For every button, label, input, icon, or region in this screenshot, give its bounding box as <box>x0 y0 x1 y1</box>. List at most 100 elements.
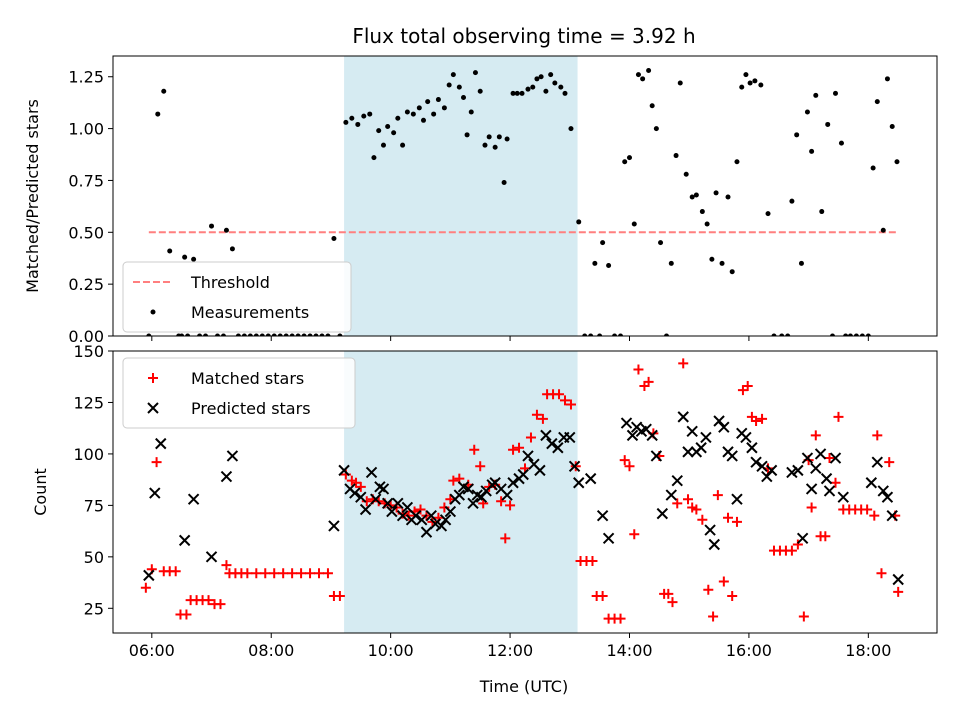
data-point-predicted-stars <box>765 464 778 477</box>
data-point-predicted-stars <box>892 573 904 586</box>
data-point-measurements <box>420 117 426 123</box>
data-point-predicted-stars <box>568 460 581 472</box>
data-point-predicted-stars <box>226 450 239 462</box>
data-point-predicted-stars <box>386 505 398 518</box>
data-point-measurements <box>794 132 800 138</box>
data-point-measurements <box>838 140 844 146</box>
data-point-matched-stars <box>869 510 880 521</box>
data-point-measurements <box>214 333 220 336</box>
data-point-matched-stars <box>872 430 883 441</box>
data-point-predicted-stars <box>205 551 218 563</box>
data-point-matched-stars <box>597 590 608 601</box>
data-point-measurements <box>301 333 307 336</box>
data-point-measurements <box>191 256 197 262</box>
data-point-matched-stars <box>810 430 821 441</box>
observing-window-shade <box>344 56 578 336</box>
data-point-measurements <box>376 128 382 134</box>
data-point-measurements <box>416 105 422 111</box>
data-point-matched-stars <box>723 512 734 523</box>
data-point-predicted-stars <box>439 514 452 526</box>
data-point-matched-stars <box>170 566 181 577</box>
data-point-matched-stars <box>496 496 507 507</box>
x-tick-label: 06:00 <box>129 641 175 660</box>
data-point-measurements <box>525 86 531 92</box>
data-point-predicted-stars <box>220 470 233 483</box>
data-point-measurements <box>874 99 880 105</box>
data-point-measurements <box>626 155 632 161</box>
data-point-predicted-stars <box>365 466 378 479</box>
data-point-measurements <box>220 333 226 336</box>
data-point-predicted-stars <box>805 483 818 495</box>
data-point-predicted-stars <box>801 452 814 464</box>
data-point-measurements <box>456 84 462 90</box>
data-point-matched-stars <box>181 609 192 620</box>
data-point-predicted-stars <box>392 497 404 510</box>
data-point-measurements <box>785 333 791 336</box>
data-point-measurements <box>853 333 859 336</box>
data-point-predicted-stars <box>718 421 730 433</box>
data-point-predicted-stars <box>704 524 716 536</box>
data-point-measurements <box>223 227 229 233</box>
data-point-measurements <box>400 142 406 148</box>
data-point-measurements <box>664 333 670 336</box>
data-point-matched-stars <box>751 415 762 426</box>
data-point-predicted-stars <box>415 514 428 526</box>
data-point-matched-stars <box>742 380 753 391</box>
data-point-measurements <box>843 333 849 336</box>
data-point-predicted-stars <box>620 417 633 429</box>
data-point-predicted-stars <box>881 491 894 503</box>
data-point-matched-stars <box>215 599 226 610</box>
data-point-measurements <box>155 111 161 117</box>
data-point-matched-stars <box>893 586 904 597</box>
data-point-matched-stars <box>361 496 372 507</box>
data-point-measurements <box>683 171 689 177</box>
data-point-measurements <box>482 142 488 148</box>
y-tick-label: 125 <box>73 393 104 412</box>
data-point-matched-stars <box>712 490 723 501</box>
data-point-measurements <box>161 88 167 94</box>
data-point-matched-stars <box>643 376 654 387</box>
data-point-measurements <box>538 74 544 80</box>
data-point-measurements <box>635 72 641 78</box>
data-point-measurements <box>568 126 574 132</box>
legend-label: Matched stars <box>191 369 304 388</box>
data-point-measurements <box>367 111 373 117</box>
data-point-measurements <box>719 260 725 266</box>
x-tick-label: 10:00 <box>368 641 414 660</box>
legend: Matched stars Predicted stars <box>122 357 356 429</box>
legend-box <box>122 357 356 429</box>
data-point-predicted-stars <box>453 489 466 501</box>
x-axis-label: Time (UTC) <box>479 677 568 696</box>
legend-label: Predicted stars <box>191 399 311 418</box>
data-point-measurements <box>349 115 355 121</box>
data-point-measurements <box>391 130 397 136</box>
data-point-matched-stars <box>619 455 630 466</box>
data-point-measurements <box>779 333 785 336</box>
data-point-measurements <box>606 262 612 268</box>
x-tick-label: 14:00 <box>606 641 652 660</box>
data-point-matched-stars <box>355 481 366 492</box>
data-point-measurements <box>771 333 777 336</box>
data-point-measurements <box>431 111 437 117</box>
data-point-matched-stars <box>151 457 162 468</box>
data-point-matched-stars <box>537 413 548 424</box>
data-point-measurements <box>404 109 410 115</box>
data-point-measurements <box>743 72 749 78</box>
data-point-predicted-stars <box>573 477 585 489</box>
data-point-measurements <box>813 92 819 98</box>
data-point-measurements <box>271 333 277 336</box>
data-point-measurements <box>259 333 265 336</box>
data-point-predicted-stars <box>837 491 849 503</box>
data-point-predicted-stars <box>435 520 448 532</box>
data-point-predicted-stars <box>178 534 191 547</box>
data-point-predicted-stars <box>517 468 529 481</box>
data-point-predicted-stars <box>814 448 827 460</box>
data-point-measurements <box>337 333 343 336</box>
data-point-predicted-stars <box>564 431 576 444</box>
data-point-predicted-stars <box>756 460 768 472</box>
data-point-measurements <box>600 240 606 246</box>
data-point-measurements <box>295 333 301 336</box>
data-point-matched-stars <box>697 514 708 525</box>
data-point-matched-stars <box>718 576 729 587</box>
data-point-matched-stars <box>615 613 626 624</box>
